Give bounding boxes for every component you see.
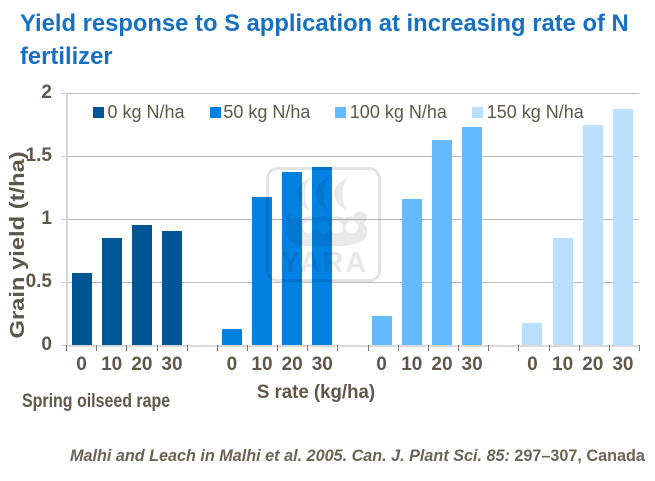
- svg-text:YARA: YARA: [280, 247, 368, 279]
